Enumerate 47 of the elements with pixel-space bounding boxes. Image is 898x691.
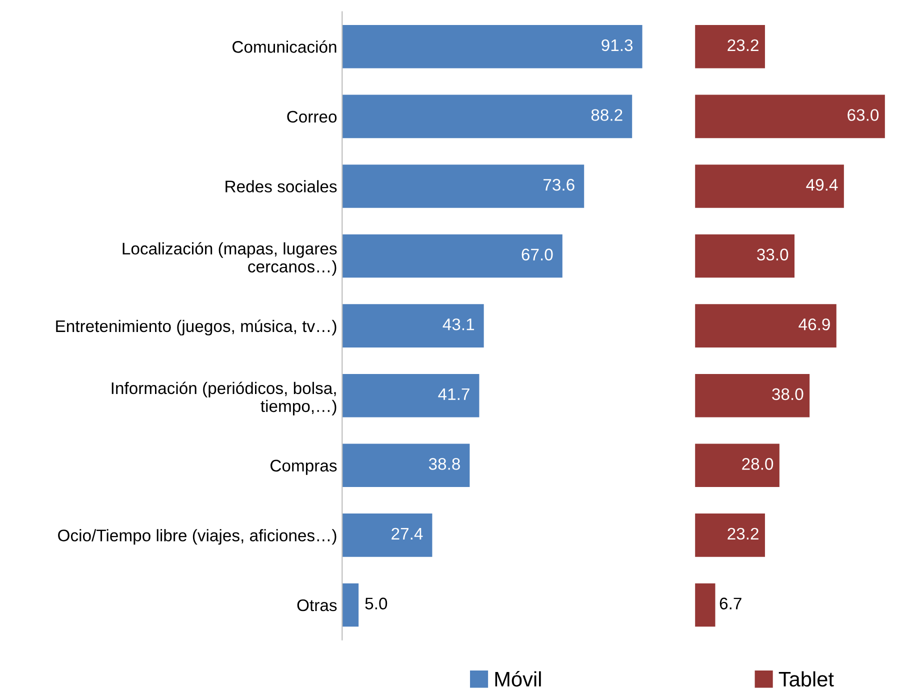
y-tick-label: Otras <box>297 599 337 612</box>
data-label: 41.7 <box>438 388 470 400</box>
y-tick-label: Localización (mapas, lugares cercanos…) <box>122 242 337 276</box>
data-label: 27.4 <box>392 528 423 540</box>
data-label: 49.4 <box>806 178 838 191</box>
data-label: 38.8 <box>428 458 460 470</box>
bar <box>342 514 432 557</box>
bar <box>695 444 780 488</box>
bar <box>342 304 484 348</box>
bar <box>695 164 844 208</box>
bar <box>342 234 562 278</box>
bar <box>342 25 642 68</box>
y-tick-label: Correo <box>287 110 337 123</box>
data-label: 5.0 <box>365 598 388 610</box>
data-label: 88.2 <box>591 109 622 121</box>
bar <box>342 374 480 418</box>
bar <box>342 583 359 627</box>
data-label: 38.0 <box>772 388 804 400</box>
y-tick-label: Entretenimiento (juegos, música, tv…) <box>56 320 336 336</box>
data-label: 23.2 <box>728 528 758 540</box>
legend-label: Móvil <box>495 671 541 687</box>
data-label: 28.0 <box>742 458 774 470</box>
bar <box>342 94 632 138</box>
data-label: 23.2 <box>728 39 758 52</box>
y-tick-label: Comunicación <box>232 40 336 53</box>
y-tick-label: Información (periódicos, bolsa, tiempo,…) <box>112 382 336 416</box>
bar <box>695 234 795 278</box>
bar <box>695 25 765 68</box>
y-tick-label: Compras <box>270 460 337 475</box>
data-label: 63.0 <box>848 109 879 121</box>
y-tick-label: Redes sociales <box>226 180 337 192</box>
bar <box>342 444 470 488</box>
legend-label: Tablet <box>778 671 834 687</box>
bar <box>342 164 584 208</box>
y-tick-label: Ocio/Tiempo libre (viajes, aficiones…) <box>58 529 336 545</box>
bar <box>695 94 885 138</box>
bar <box>695 304 836 348</box>
data-label: 73.6 <box>544 178 574 191</box>
data-label: 43.1 <box>442 318 474 330</box>
bar <box>695 583 716 627</box>
data-label: 67.0 <box>522 248 553 260</box>
data-label: 91.3 <box>602 39 633 52</box>
data-label: 6.7 <box>720 598 742 610</box>
data-label: 46.9 <box>798 318 830 330</box>
data-label: 33.0 <box>757 248 788 260</box>
bar <box>695 514 765 557</box>
bar <box>695 374 810 418</box>
